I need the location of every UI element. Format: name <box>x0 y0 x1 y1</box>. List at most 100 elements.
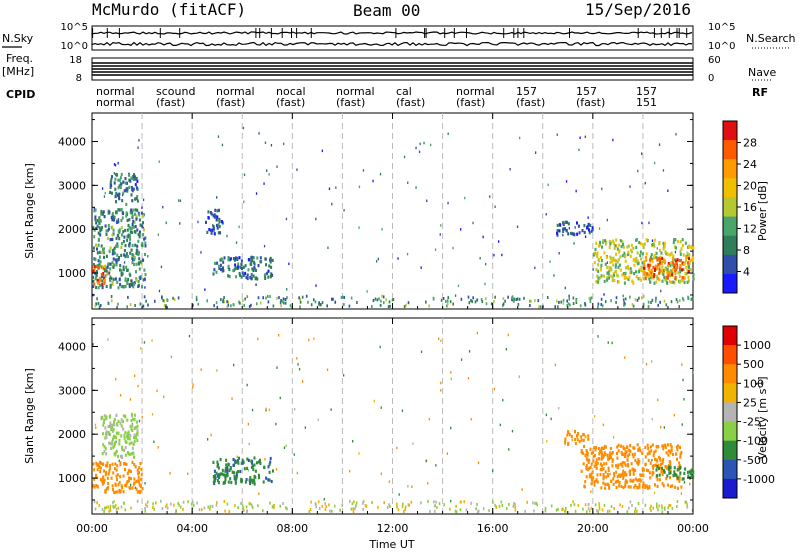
echo-cell <box>656 258 659 262</box>
echo-cell <box>134 304 136 307</box>
echo-cell <box>107 505 109 509</box>
echo-cell <box>284 301 287 305</box>
echo-cell <box>371 501 373 504</box>
echo-cell <box>652 463 655 468</box>
echo-cell <box>605 255 608 259</box>
echo-cell <box>239 273 241 277</box>
echo-cell <box>139 462 142 466</box>
echo-cell <box>121 445 124 449</box>
echo-cell <box>680 247 683 251</box>
echo-cell <box>650 255 652 259</box>
echo-cell <box>139 276 142 281</box>
echo-cell <box>117 419 120 423</box>
echo-cell <box>96 297 98 301</box>
echo-cell <box>302 380 304 383</box>
cpid-label-row1: 157 <box>516 85 537 98</box>
rf-label: RF <box>752 86 768 99</box>
echo-cell <box>674 276 677 280</box>
cpid-label-row2: 151 <box>636 96 657 109</box>
echo-cell <box>455 504 457 508</box>
echo-cell <box>641 296 643 300</box>
echo-cell <box>636 443 639 447</box>
echo-cell <box>98 226 101 230</box>
echo-cell <box>425 459 427 463</box>
echo-cell <box>650 253 653 257</box>
echo-cell <box>248 305 251 308</box>
echo-cell <box>187 500 189 504</box>
echo-cell <box>661 460 664 464</box>
echo-cell <box>111 280 114 285</box>
echo-cell <box>626 462 629 467</box>
echo-cell <box>132 451 135 455</box>
echo-cell <box>136 430 139 434</box>
echo-cell <box>102 443 105 447</box>
echo-cell <box>116 464 119 468</box>
echo-cell <box>562 221 565 225</box>
echo-cell <box>268 470 271 474</box>
echo-cell <box>129 179 132 183</box>
echo-cell <box>262 480 265 484</box>
echo-cell <box>252 268 255 273</box>
echo-cell <box>244 264 247 268</box>
echo-cell <box>590 462 593 466</box>
echo-cell <box>236 256 239 260</box>
echo-cell <box>203 506 206 510</box>
echo-cell <box>447 296 450 300</box>
echo-cell <box>623 281 626 285</box>
echo-cell <box>606 276 609 280</box>
echo-cell <box>615 259 618 263</box>
echo-cell <box>650 509 652 512</box>
echo-cell <box>114 504 117 507</box>
echo-cell <box>343 303 345 307</box>
echo-cell <box>621 254 624 258</box>
echo-cell <box>661 504 663 508</box>
echo-cell <box>233 474 236 479</box>
echo-cell <box>584 235 587 238</box>
echo-cell <box>195 295 198 299</box>
echo-cell <box>674 238 677 242</box>
echo-cell <box>445 299 447 303</box>
echo-cell <box>653 253 656 258</box>
echo-cell <box>614 258 617 262</box>
echo-cell <box>597 269 600 273</box>
echo-cell <box>221 258 224 262</box>
echo-cell <box>294 408 296 411</box>
echo-cell <box>127 452 130 456</box>
echo-cell <box>213 228 216 232</box>
echo-cell <box>106 464 109 468</box>
echo-cell <box>659 255 662 259</box>
echo-cell <box>140 211 143 215</box>
echo-cell <box>404 508 406 512</box>
echo-cell <box>657 508 659 512</box>
echo-cell <box>362 507 364 511</box>
echo-cell <box>158 289 161 293</box>
echo-cell <box>133 439 136 444</box>
echo-cell <box>234 479 237 484</box>
echo-cell <box>635 275 638 279</box>
echo-cell <box>267 269 270 273</box>
echo-cell <box>572 296 575 300</box>
echo-cell <box>137 262 140 266</box>
echo-cell <box>662 247 665 251</box>
echo-cell <box>93 257 96 261</box>
echo-cell <box>638 240 641 245</box>
echo-cell <box>664 445 667 449</box>
colorbar-segment <box>723 383 737 403</box>
echo-cell <box>105 506 107 510</box>
echo-cell <box>301 295 304 299</box>
echo-cell <box>130 506 132 510</box>
velocity-scatter <box>92 331 695 514</box>
echo-cell <box>612 258 615 262</box>
echo-cell <box>612 436 615 439</box>
echo-cell <box>616 465 619 470</box>
echo-cell <box>224 473 227 477</box>
echo-cell <box>661 510 664 514</box>
echo-cell <box>682 267 685 272</box>
echo-cell <box>131 460 134 464</box>
echo-cell <box>615 252 618 256</box>
echo-cell <box>134 465 137 469</box>
echo-cell <box>628 448 631 452</box>
echo-cell <box>234 504 236 508</box>
echo-cell <box>598 507 601 511</box>
echo-cell <box>117 229 120 233</box>
